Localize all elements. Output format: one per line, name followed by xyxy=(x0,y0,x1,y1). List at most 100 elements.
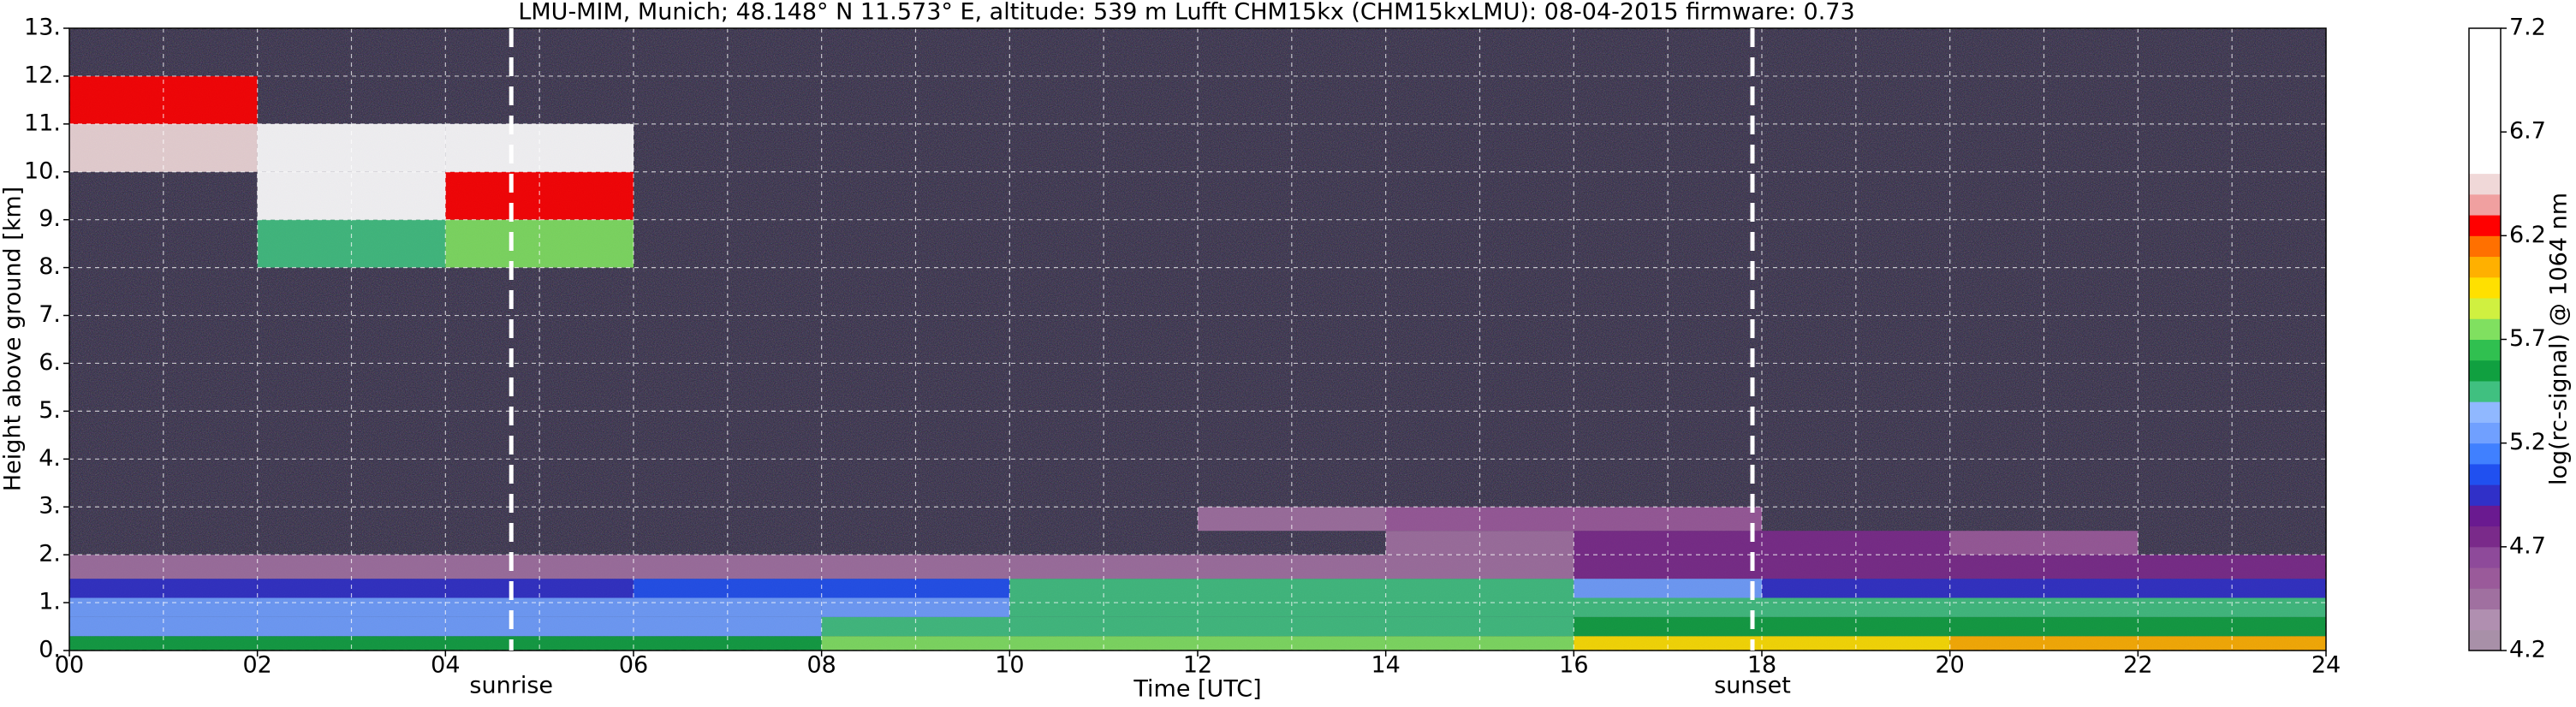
colorbar-swatch xyxy=(2469,401,2501,423)
heat-cell xyxy=(1009,636,1198,651)
colorbar-tick-label: 4.2 xyxy=(2509,637,2546,663)
colorbar-swatch xyxy=(2469,152,2501,175)
heat-cell xyxy=(69,636,258,651)
colorbar-swatch xyxy=(2469,359,2501,382)
colorbar-swatch xyxy=(2469,546,2501,568)
heat-cell xyxy=(1949,616,2139,637)
colorbar-tick-label: 6.7 xyxy=(2509,118,2546,145)
x-tick-label: 10 xyxy=(995,652,1024,679)
heat-cell xyxy=(257,555,446,579)
colorbar-swatch xyxy=(2469,276,2501,299)
heat-cell xyxy=(1009,616,1198,637)
y-axis-label: Height above ground [km] xyxy=(0,187,27,491)
y-tick-label: 6. xyxy=(39,349,61,376)
annotation-label: sunrise xyxy=(469,673,553,699)
heat-cell xyxy=(1574,555,1762,579)
x-tick-label: 16 xyxy=(1559,652,1588,679)
heat-cell xyxy=(634,555,822,579)
colorbar-swatch xyxy=(2469,463,2501,485)
annotation-label: sunset xyxy=(1714,673,1791,699)
colorbar-swatch xyxy=(2469,567,2501,589)
heat-cell xyxy=(1009,555,1198,579)
heat-cell xyxy=(1574,636,1762,651)
colorbar-swatch xyxy=(2469,318,2501,340)
y-tick-label: 3. xyxy=(39,493,61,520)
chart-title: LMU-MIM, Munich; 48.148° N 11.573° E, al… xyxy=(518,0,1854,26)
colorbar-tick-label: 5.7 xyxy=(2509,325,2546,352)
colorbar-swatch xyxy=(2469,28,2501,50)
heat-cell xyxy=(445,636,634,651)
y-tick-label: 4. xyxy=(39,445,61,472)
colorbar-swatch xyxy=(2469,235,2501,258)
colorbar-swatch xyxy=(2469,173,2501,195)
colorbar-swatch xyxy=(2469,443,2501,465)
colorbar-swatch xyxy=(2469,90,2501,112)
x-tick-label: 02 xyxy=(242,652,271,679)
colorbar-swatch xyxy=(2469,422,2501,444)
heat-cell xyxy=(69,555,258,579)
x-tick-label: 12 xyxy=(1183,652,1212,679)
colorbar-tick-label: 7.2 xyxy=(2509,15,2546,41)
x-tick-label: 22 xyxy=(2123,652,2152,679)
x-tick-label: 00 xyxy=(55,652,84,679)
y-tick-label: 8. xyxy=(39,253,61,280)
colorbar-swatch xyxy=(2469,298,2501,319)
y-tick-label: 5. xyxy=(39,397,61,424)
heat-cell xyxy=(2138,555,2326,579)
colorbar-tick-label: 6.2 xyxy=(2509,222,2546,248)
y-tick-label: 12. xyxy=(24,62,61,88)
heat-cell xyxy=(1385,555,1574,579)
y-tick-label: 1. xyxy=(39,589,61,615)
heat-cell xyxy=(821,636,1010,651)
x-axis-label: Time [UTC] xyxy=(1133,676,1261,703)
x-tick-label: 20 xyxy=(1935,652,1964,679)
colorbar-swatch xyxy=(2469,484,2501,506)
heat-cell xyxy=(1385,616,1574,637)
heat-cell xyxy=(1385,636,1574,651)
colorbar-swatch xyxy=(2469,380,2501,402)
heat-cell xyxy=(1762,555,1950,579)
colorbar-swatch xyxy=(2469,193,2501,216)
heat-cell xyxy=(821,616,1010,637)
heat-cell xyxy=(445,555,634,579)
heat-cell xyxy=(634,616,822,637)
colorbar-swatch xyxy=(2469,339,2501,361)
heat-cell xyxy=(445,171,634,220)
heat-cell xyxy=(2138,616,2326,637)
colorbar-swatch xyxy=(2469,588,2501,610)
heat-cell xyxy=(1198,616,1386,637)
heat-cell xyxy=(445,616,634,637)
x-tick-label: 04 xyxy=(431,652,460,679)
y-tick-label: 13. xyxy=(24,15,61,41)
colorbar-swatch xyxy=(2469,505,2501,527)
colorbar-tick-label: 5.2 xyxy=(2509,429,2546,455)
y-tick-label: 10. xyxy=(24,157,61,184)
colorbar-swatch xyxy=(2469,215,2501,236)
colorbar-swatch xyxy=(2469,69,2501,92)
heat-cell xyxy=(1574,616,1762,637)
heat-cell xyxy=(1198,636,1386,651)
colorbar-swatch xyxy=(2469,110,2501,133)
colorbar-tick-label: 4.7 xyxy=(2509,532,2546,559)
x-tick-label: 18 xyxy=(1747,652,1776,679)
heat-cell xyxy=(634,636,822,651)
y-tick-label: 2. xyxy=(39,541,61,567)
colorbar-swatch xyxy=(2469,256,2501,278)
heat-cell xyxy=(1949,636,2139,651)
heat-cell xyxy=(2138,636,2326,651)
y-tick-label: 0. xyxy=(39,637,61,663)
colorbar-swatch xyxy=(2469,132,2501,153)
colorbar-swatch xyxy=(2469,526,2501,548)
y-tick-label: 11. xyxy=(24,110,61,136)
heat-cell xyxy=(257,616,446,637)
y-tick-label: 7. xyxy=(39,301,61,328)
colorbar-label: log(rc-signal) @ 1064 nm xyxy=(2546,193,2573,485)
heat-cell xyxy=(1198,555,1386,579)
heat-cell xyxy=(1762,636,1950,651)
y-tick-label: 9. xyxy=(39,205,61,232)
colorbar-swatch xyxy=(2469,629,2501,651)
colorbar-swatch xyxy=(2469,609,2501,631)
heat-cell xyxy=(69,616,258,637)
heat-cell xyxy=(1762,616,1950,637)
